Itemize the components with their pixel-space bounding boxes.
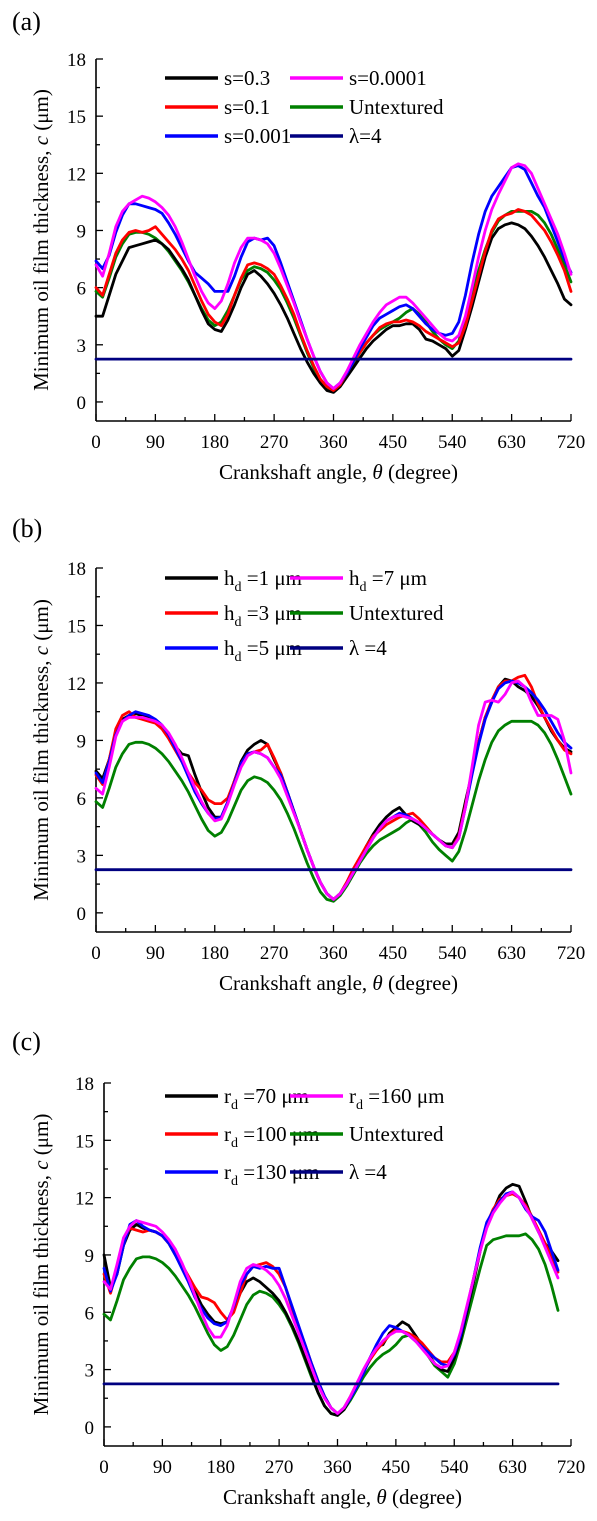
panel-label: (b) (12, 514, 42, 543)
x-tick-label: 270 (265, 1457, 294, 1478)
y-tick-label: 18 (67, 559, 86, 580)
series-line (94, 208, 573, 392)
x-axis-label: Crankshaft angle, θ (degree) (223, 1485, 462, 1509)
series-line (102, 1190, 560, 1415)
legend-label: rd =160 μm (349, 1084, 444, 1113)
panel-label: (c) (12, 1027, 41, 1056)
x-tick-label: 90 (146, 432, 165, 453)
x-tick-label: 90 (153, 1457, 172, 1478)
y-axis-label: Minimum oil film thickness, c (μm) (29, 599, 53, 901)
x-tick-label: 180 (201, 943, 230, 964)
x-tick-label: 720 (557, 1457, 586, 1478)
legend-label: Untextured (349, 95, 444, 119)
series-line (102, 1190, 560, 1415)
x-axis-label: Crankshaft angle, θ (degree) (219, 971, 458, 995)
x-tick-label: 720 (557, 432, 586, 453)
x-tick-label: 360 (319, 943, 348, 964)
x-tick-label: 0 (99, 1457, 109, 1478)
y-tick-label: 0 (85, 1418, 95, 1439)
x-tick-label: 540 (438, 943, 467, 964)
x-tick-label: 0 (91, 432, 101, 453)
x-tick-label: 630 (498, 1457, 527, 1478)
y-tick-label: 15 (75, 1131, 94, 1152)
y-tick-label: 9 (85, 1246, 95, 1267)
chart-panel-b: (b) 0 90 180 270 360 450 540 630 720 0 3 6 9 12 15 18 Cra… (12, 514, 585, 995)
legend-label: hd =7 μm (349, 566, 427, 595)
y-tick-label: 0 (77, 393, 87, 414)
y-tick-label: 3 (85, 1361, 95, 1382)
legend-label: λ=4 (349, 124, 382, 148)
series-line (94, 673, 573, 901)
chart-panel-a: (a) 0 90 180 270 360 450 540 630 720 0 3 6 9 12 15 18 Cra… (12, 7, 585, 484)
series-line (102, 1192, 560, 1415)
legend-label: λ =4 (349, 636, 387, 660)
panel-label: (a) (12, 7, 41, 36)
series-line (94, 221, 573, 394)
series-line (94, 679, 573, 901)
x-tick-label: 630 (497, 432, 526, 453)
y-axis-label: Minimum oil film thickness, c (μm) (29, 1114, 53, 1416)
series-line (94, 677, 573, 901)
y-tick-label: 9 (77, 221, 87, 242)
x-tick-label: 0 (91, 943, 101, 964)
legend-label: Untextured (349, 1122, 444, 1146)
series-line (102, 1232, 560, 1417)
x-tick-label: 450 (379, 432, 408, 453)
y-tick-label: 9 (77, 731, 87, 752)
legend-label: rd =100 μm (224, 1122, 319, 1151)
x-tick-label: 450 (382, 1457, 411, 1478)
y-tick-label: 6 (85, 1303, 95, 1324)
y-tick-label: 15 (67, 107, 86, 128)
x-tick-label: 90 (146, 943, 165, 964)
x-axis-label: Crankshaft angle, θ (degree) (219, 460, 458, 484)
x-tick-label: 270 (260, 943, 289, 964)
x-tick-label: 540 (440, 1457, 469, 1478)
y-tick-label: 12 (67, 164, 86, 185)
legend-label: hd =1 μm (224, 566, 302, 595)
y-tick-label: 3 (77, 846, 87, 867)
x-tick-label: 450 (379, 943, 408, 964)
legend-label: s=0.001 (224, 124, 291, 148)
x-tick-label: 720 (557, 943, 586, 964)
series-line (94, 162, 573, 390)
series-line (94, 164, 573, 390)
x-tick-label: 630 (497, 943, 526, 964)
y-tick-label: 18 (75, 1074, 94, 1095)
x-tick-label: 180 (201, 432, 230, 453)
legend-label: rd =70 μm (224, 1084, 309, 1113)
chart-panel-c: (c) 0 90 180 270 360 450 540 630 720 0 3 6 9 12 15 18 Cra… (12, 1027, 585, 1509)
series-line (94, 679, 573, 901)
legend-label: s=0.1 (224, 95, 270, 119)
x-tick-label: 540 (438, 432, 467, 453)
x-tick-label: 360 (319, 432, 348, 453)
y-axis-label: Minimum oil film thickness, c (μm) (29, 89, 53, 391)
y-tick-label: 3 (77, 336, 87, 357)
legend-label: hd =5 μm (224, 636, 302, 665)
legend-label: s=0.3 (224, 66, 270, 90)
legend-label: s=0.0001 (349, 66, 427, 90)
x-tick-label: 360 (323, 1457, 352, 1478)
y-tick-label: 12 (67, 674, 86, 695)
legend-label: rd =130 μm (224, 1160, 319, 1189)
y-tick-label: 15 (67, 616, 86, 637)
series-line (94, 719, 573, 903)
y-tick-label: 12 (75, 1189, 94, 1210)
legend-label: λ =4 (349, 1160, 387, 1184)
x-tick-label: 270 (260, 432, 289, 453)
y-tick-label: 18 (67, 50, 86, 71)
y-tick-label: 6 (77, 279, 87, 300)
y-tick-label: 6 (77, 789, 87, 810)
legend-label: hd =3 μm (224, 601, 302, 630)
x-tick-label: 180 (207, 1457, 236, 1478)
legend-label: Untextured (349, 601, 444, 625)
y-tick-label: 0 (77, 904, 87, 925)
